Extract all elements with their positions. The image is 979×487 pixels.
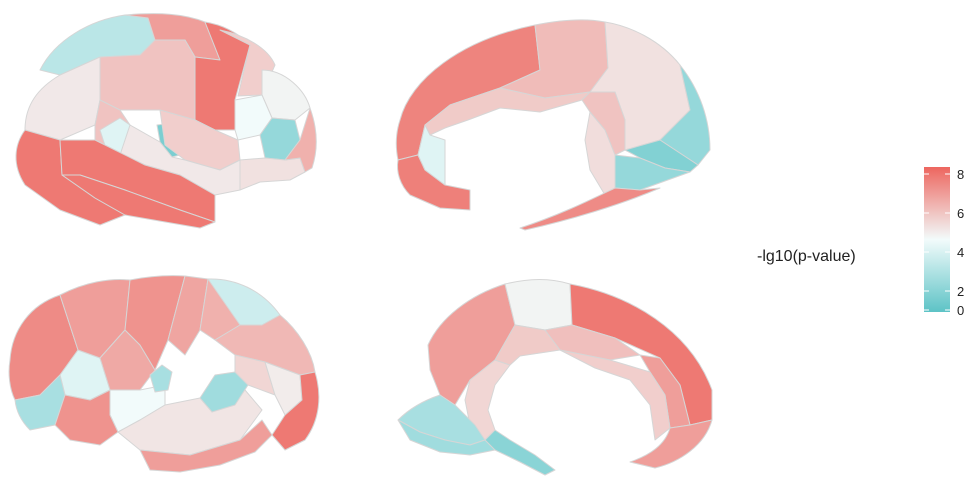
legend-title: -lg10(p-value) (757, 248, 856, 265)
right-medial-view (398, 280, 712, 476)
region-bankssts (240, 158, 305, 190)
legend-colorbar (924, 167, 950, 312)
region-fusiform-strip (520, 188, 660, 230)
colorbar-legend: -lg10(p-value) 8 6 4 2 0 (757, 167, 964, 318)
region-paracentral (505, 280, 572, 331)
legend-tick-label: 8 (957, 167, 964, 182)
left-lateral-view (16, 14, 316, 228)
legend-tick-label: 4 (957, 245, 964, 260)
region-parahippocampal (485, 430, 555, 475)
right-lateral-view (9, 276, 319, 472)
left-medial-view (396, 20, 710, 230)
legend-tick-label: 6 (957, 206, 964, 221)
legend-tick-label: 0 (957, 303, 964, 318)
legend-tick-label: 2 (957, 284, 964, 299)
